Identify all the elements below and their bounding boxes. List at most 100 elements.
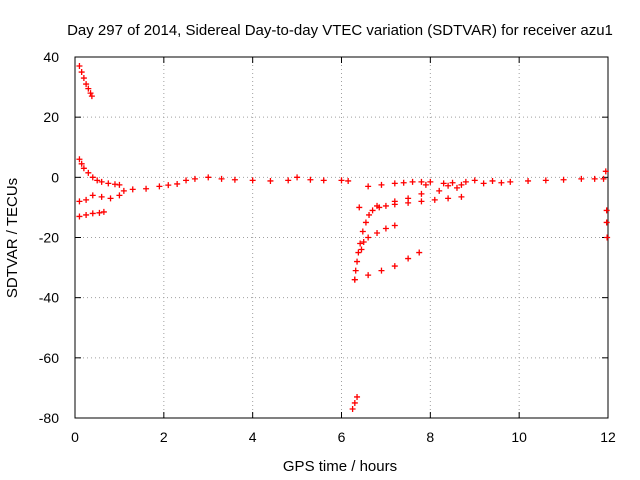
data-point (449, 179, 456, 186)
data-point (89, 210, 96, 217)
x-tick-label: 8 (426, 429, 434, 445)
y-tick-labels: -80 -60 -40 -20 0 20 40 (39, 49, 59, 426)
data-point (591, 175, 598, 182)
y-tick-label: -80 (39, 410, 59, 426)
data-point (116, 192, 123, 199)
data-point (352, 267, 359, 274)
axis-ticks (74, 56, 609, 419)
data-point (98, 178, 105, 185)
data-point (391, 198, 398, 205)
data-point (360, 239, 367, 246)
point-group (76, 208, 107, 220)
point-group (349, 393, 361, 412)
data-point (78, 69, 85, 76)
data-point (87, 90, 94, 97)
data-point (76, 213, 83, 220)
data-point (400, 179, 407, 186)
data-point (471, 177, 478, 184)
data-point (80, 165, 87, 172)
data-point (100, 208, 107, 215)
data-point (603, 219, 610, 226)
data-point (436, 187, 443, 194)
data-point (351, 399, 358, 406)
data-point (96, 209, 103, 216)
y-tick-label: 20 (43, 109, 59, 125)
data-point (365, 272, 372, 279)
data-point (560, 176, 567, 183)
data-point (174, 180, 181, 187)
data-point (431, 196, 438, 203)
x-tick-label: 4 (249, 429, 257, 445)
data-point (458, 193, 465, 200)
data-point (578, 175, 585, 182)
y-tick-label: 0 (51, 169, 59, 185)
data-point (89, 174, 96, 181)
data-point (83, 211, 90, 218)
point-group (422, 179, 505, 189)
data-point (382, 202, 389, 209)
data-point (445, 195, 452, 202)
data-point (357, 240, 364, 247)
data-point (338, 177, 345, 184)
data-point (107, 195, 114, 202)
data-point (525, 177, 532, 184)
data-point (405, 255, 412, 262)
data-point (320, 177, 327, 184)
x-axis-label: GPS time / hours (283, 458, 397, 475)
data-point (378, 267, 385, 274)
data-point (356, 204, 363, 211)
data-point (355, 249, 362, 256)
y-tick-label: -60 (39, 350, 59, 366)
data-point (231, 176, 238, 183)
data-point (358, 246, 365, 253)
y-tick-label: 40 (43, 49, 59, 65)
data-point (88, 93, 95, 100)
data-point (416, 249, 423, 256)
data-point (427, 178, 434, 185)
data-point (249, 177, 256, 184)
data-points (76, 63, 611, 412)
point-group (365, 178, 416, 190)
grid-lines (75, 57, 608, 418)
data-point (76, 198, 83, 205)
data-point (156, 183, 163, 190)
data-point (374, 202, 381, 209)
data-point (604, 234, 611, 241)
point-group (351, 249, 423, 283)
data-point (85, 169, 92, 176)
data-point (143, 185, 150, 192)
data-point (391, 263, 398, 270)
data-point (374, 229, 381, 236)
data-point (453, 184, 460, 191)
point-group (76, 174, 352, 205)
data-point (354, 258, 361, 265)
point-group (358, 222, 398, 253)
data-point (489, 177, 496, 184)
data-point (191, 175, 198, 182)
data-point (307, 176, 314, 183)
data-point (418, 178, 425, 185)
data-point (129, 186, 136, 193)
data-point (285, 177, 292, 184)
data-point (359, 228, 366, 235)
data-point (351, 276, 358, 283)
data-point (116, 181, 123, 188)
data-point (422, 181, 429, 188)
data-point (507, 178, 514, 185)
data-point (267, 177, 274, 184)
data-point (369, 207, 376, 214)
data-point (105, 180, 112, 187)
data-point (349, 405, 356, 412)
data-point (498, 179, 505, 186)
data-point (205, 174, 212, 181)
chart-title: Day 297 of 2014, Sidereal Day-to-day VTE… (67, 22, 613, 39)
data-point (94, 177, 101, 184)
data-point (80, 75, 87, 82)
data-point (542, 177, 549, 184)
x-tick-label: 12 (600, 429, 616, 445)
point-group (76, 63, 95, 100)
data-point (218, 175, 225, 182)
data-point (378, 181, 385, 188)
data-point (600, 175, 607, 182)
